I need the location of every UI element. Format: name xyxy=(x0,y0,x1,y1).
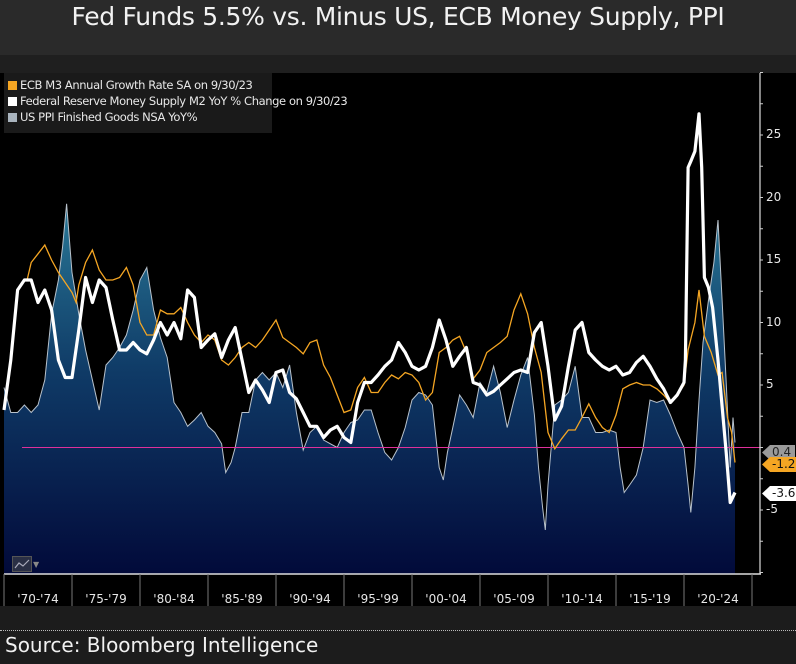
y-tick-label: 15 xyxy=(766,252,782,266)
x-tick-label: '05-'09 xyxy=(493,592,535,606)
y-tick-label: 20 xyxy=(766,189,782,204)
x-tick-label: '00-'04 xyxy=(425,592,467,606)
x-tick-label: '70-'74 xyxy=(17,592,59,606)
x-tick-label: '90-'94 xyxy=(289,592,331,606)
x-tick-label: '20-'24 xyxy=(697,592,739,606)
legend: ECB M3 Annual Growth Rate SA on 9/30/23 … xyxy=(4,73,348,133)
legend-swatch xyxy=(8,97,17,106)
y-tick-label: -5 xyxy=(766,502,778,516)
y-tick-label: 25 xyxy=(766,127,782,141)
chart-title: Fed Funds 5.5% vs. Minus US, ECB Money S… xyxy=(71,2,725,31)
x-tick-label: '15-'19 xyxy=(629,592,671,606)
series-line-ecb-m3 xyxy=(26,243,736,463)
last-value-tag-ecb: -1.2 xyxy=(762,457,796,472)
chart-type-icon[interactable] xyxy=(12,556,32,572)
series-line-fed-m2 xyxy=(2,112,737,505)
legend-item-ecb-m3[interactable]: ECB M3 Annual Growth Rate SA on 9/30/23 xyxy=(4,77,272,93)
series-line-us-ppi xyxy=(3,203,736,531)
series-area-us-ppi xyxy=(4,203,735,575)
x-tick-label: '75-'79 xyxy=(85,592,127,606)
footer-divider xyxy=(0,630,796,631)
title-bar: Fed Funds 5.5% vs. Minus US, ECB Money S… xyxy=(0,0,796,55)
legend-item-fed-m2[interactable]: Federal Reserve Money Supply M2 YoY % Ch… xyxy=(4,93,348,109)
source-note: Source: Bloomberg Intelligence xyxy=(5,633,319,657)
x-tick-label: '80-'84 xyxy=(153,592,195,606)
legend-label: US PPI Finished Goods NSA YoY% xyxy=(20,110,198,124)
x-tick-label: '95-'99 xyxy=(357,592,399,606)
x-tick-label: '10-'14 xyxy=(561,592,603,606)
header-band xyxy=(0,55,796,73)
legend-item-us-ppi[interactable]: US PPI Finished Goods NSA YoY% xyxy=(4,109,272,125)
last-value-tag-m2: -3.6 xyxy=(762,486,796,501)
x-tick-label: '85-'89 xyxy=(221,592,263,606)
legend-swatch xyxy=(8,113,17,122)
last-value-tag-ppi: 0.4 xyxy=(762,445,796,460)
legend-swatch xyxy=(8,81,17,90)
chevron-down-icon[interactable]: ▼ xyxy=(33,560,40,569)
legend-label: ECB M3 Annual Growth Rate SA on 9/30/23 xyxy=(20,78,253,92)
y-tick-label: 5 xyxy=(766,377,774,391)
legend-label: Federal Reserve Money Supply M2 YoY % Ch… xyxy=(20,94,348,108)
y-tick-label: 10 xyxy=(766,314,782,329)
